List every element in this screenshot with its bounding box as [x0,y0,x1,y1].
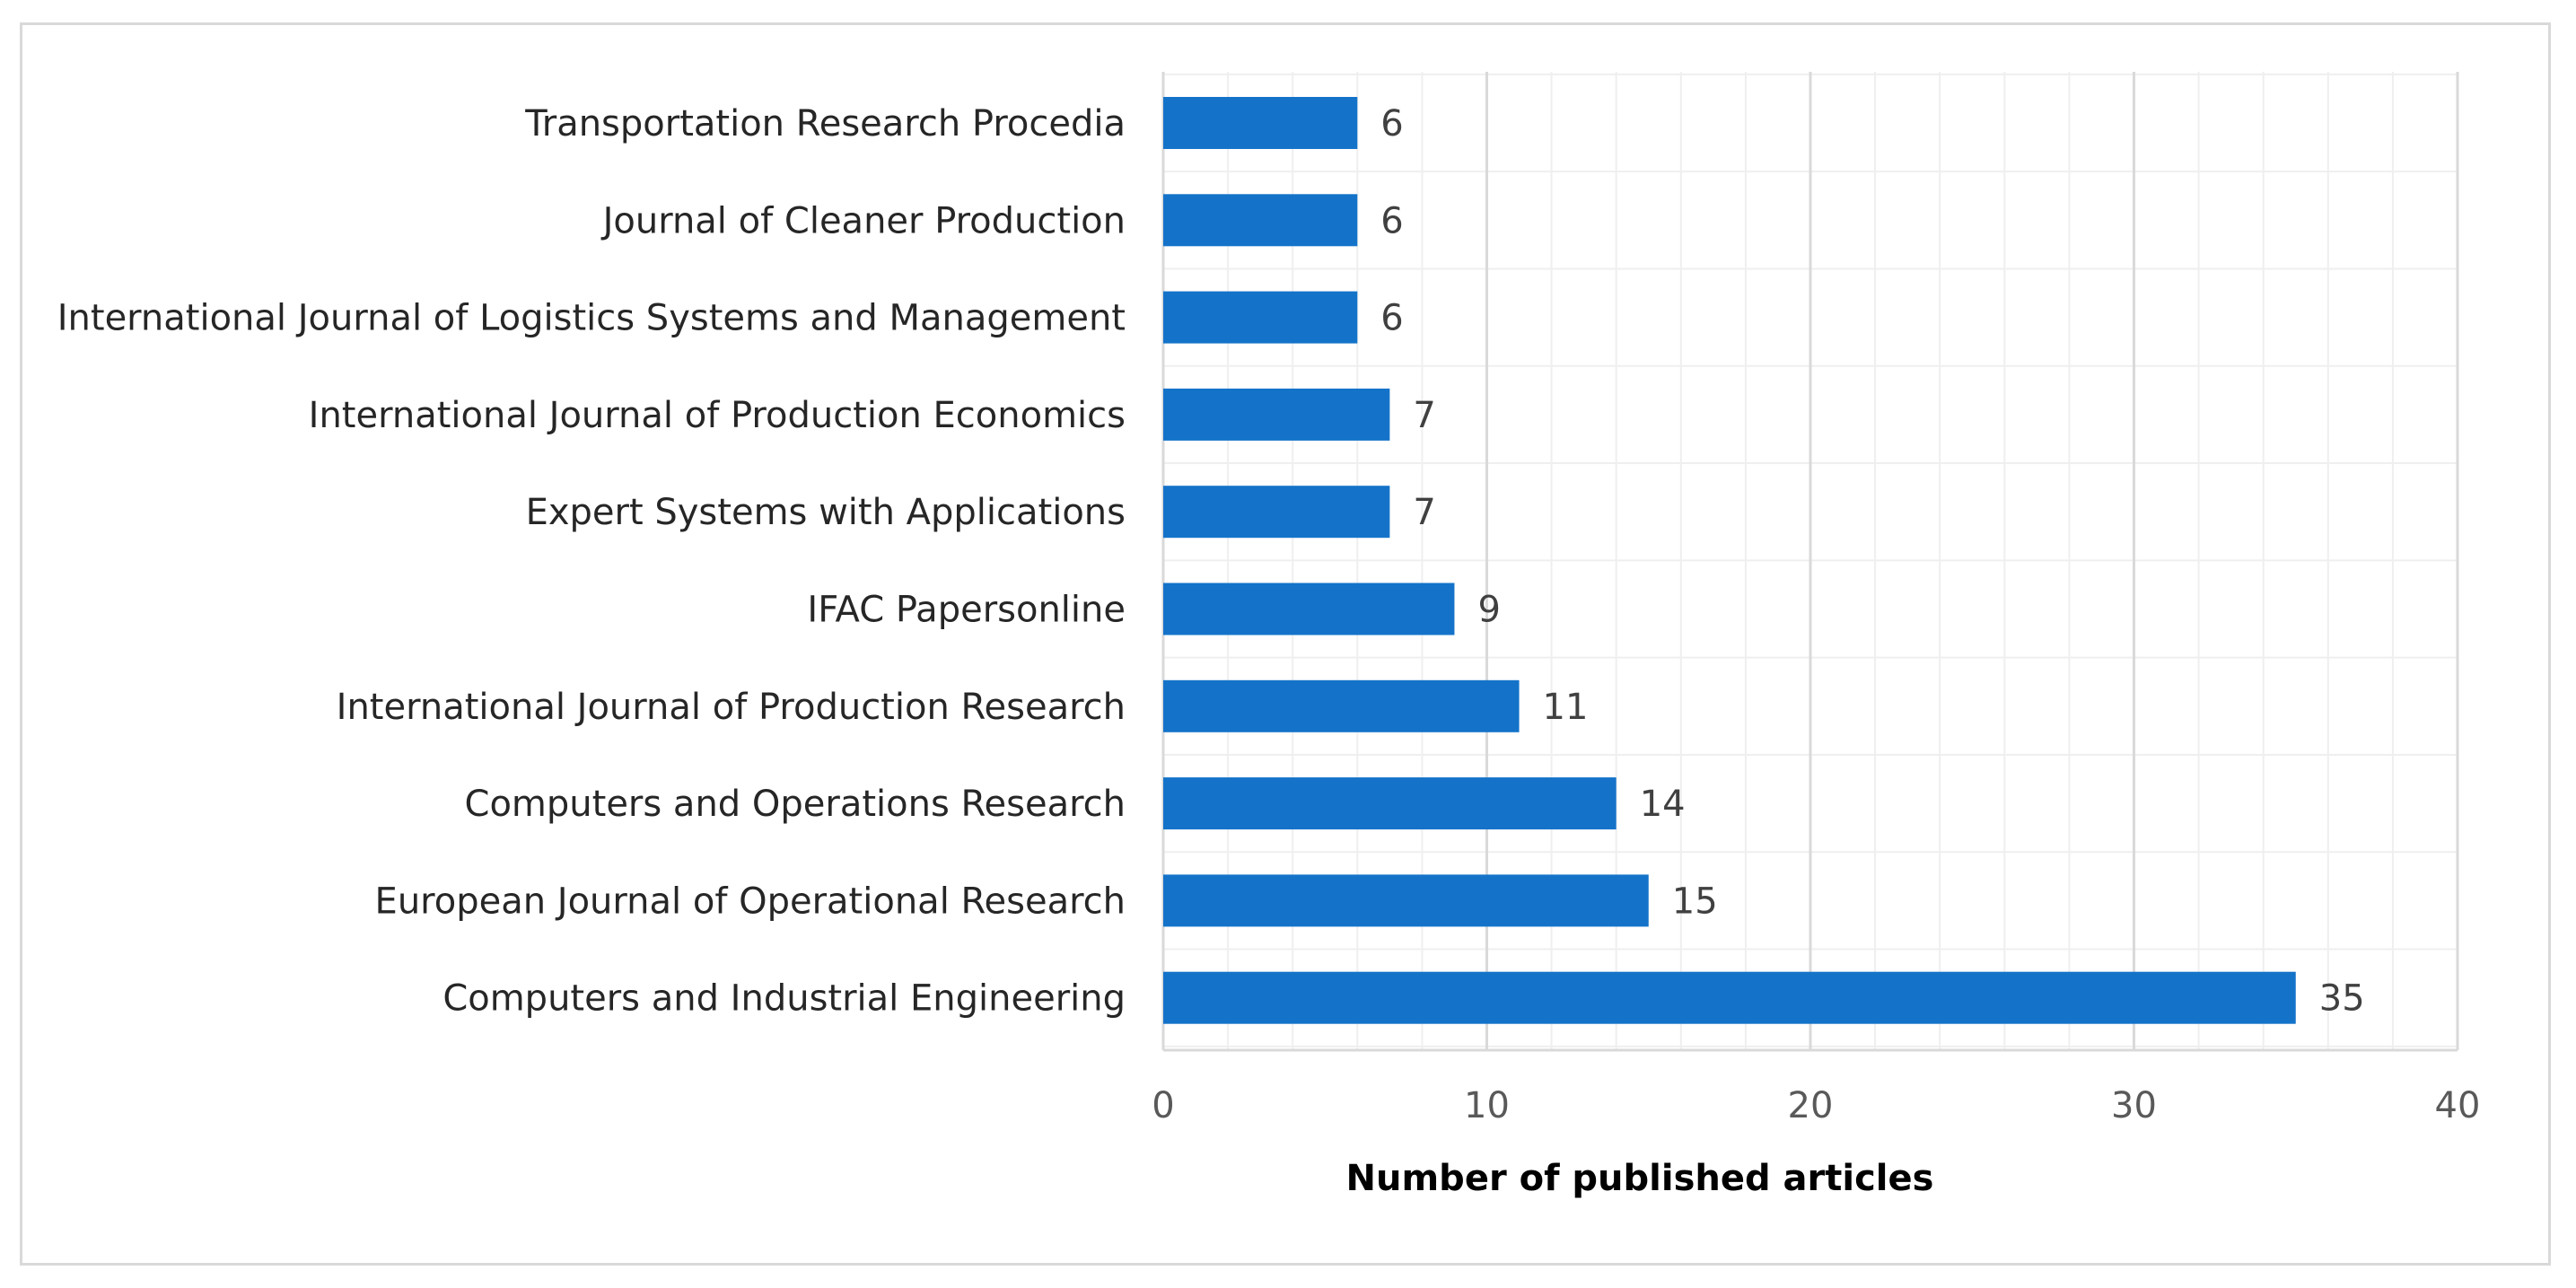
category-label: International Journal of Production Econ… [309,395,1126,436]
x-tick-label: 30 [2111,1085,2157,1126]
data-label: 14 [1640,784,1686,825]
data-label: 7 [1413,395,1435,436]
labels: 0 10 20 30 40 Transportation Research Procedi… [57,103,2481,1126]
bar [1163,679,1520,732]
data-label: 7 [1413,492,1435,533]
data-label: 6 [1380,298,1403,339]
data-label: 11 [1543,687,1589,728]
bar [1163,291,1358,344]
bar [1163,194,1358,247]
bar [1163,388,1390,441]
bar [1163,874,1649,927]
x-tick-label: 40 [2435,1085,2481,1126]
data-label: 6 [1380,200,1403,241]
data-label: 6 [1380,103,1403,145]
category-label: International Journal of Production Rese… [337,687,1126,728]
category-label: International Journal of Logistics Syste… [57,298,1126,339]
category-label: Computers and Industrial Engineering [442,978,1126,1020]
bars [1163,97,2296,1024]
data-label: 15 [1672,881,1718,922]
category-label: IFAC Papersonline [807,590,1126,631]
x-tick-label: 0 [1152,1085,1174,1126]
bar [1163,486,1390,539]
category-label: European Journal of Operational Research [375,881,1126,922]
bar [1163,583,1455,635]
x-tick-label: 10 [1464,1085,1510,1126]
data-label: 9 [1477,590,1500,631]
data-label: 35 [2319,978,2365,1020]
category-label: Transportation Research Procedia [524,103,1126,145]
bar [1163,971,2296,1024]
category-label: Expert Systems with Applications [526,492,1126,533]
x-axis-title: Number of published articles [1346,1158,1934,1199]
category-label: Journal of Cleaner Production [600,200,1126,241]
bar [1163,97,1358,149]
bar [1163,777,1617,830]
x-tick-label: 20 [1788,1085,1834,1126]
category-label: Computers and Operations Research [465,784,1126,825]
